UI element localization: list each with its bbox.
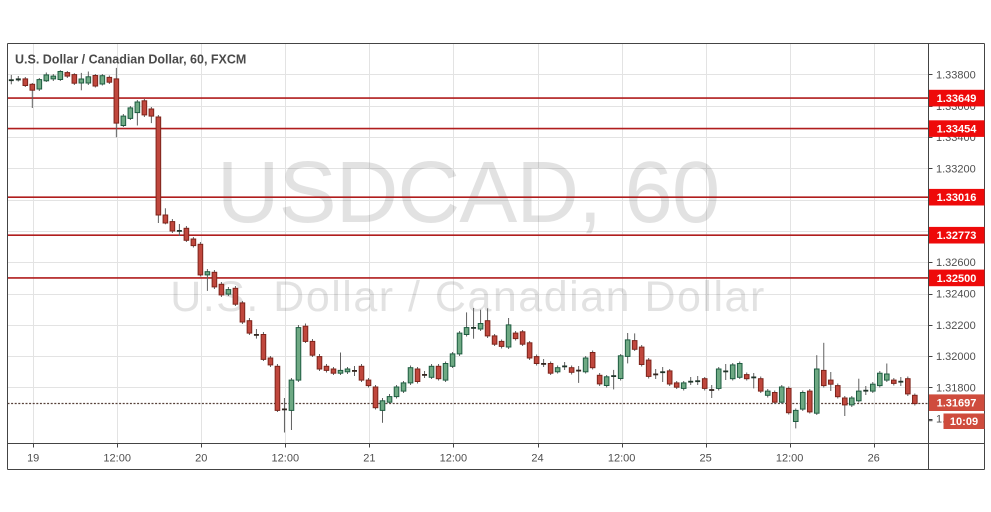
svg-text:1.33200: 1.33200: [936, 163, 976, 175]
svg-text:25: 25: [699, 452, 711, 464]
svg-text:1.32773: 1.32773: [937, 230, 977, 242]
svg-text:U.S. Dollar / Canadian Dollar,: U.S. Dollar / Canadian Dollar, 60, FXCM: [15, 53, 246, 67]
svg-text:1.33454: 1.33454: [937, 124, 978, 136]
svg-text:USDCAD, 60: USDCAD, 60: [217, 144, 719, 241]
svg-text:26: 26: [868, 452, 880, 464]
svg-text:20: 20: [195, 452, 207, 464]
svg-text:1.32600: 1.32600: [936, 257, 976, 269]
svg-text:12:00: 12:00: [776, 452, 804, 464]
svg-text:12:00: 12:00: [440, 452, 468, 464]
svg-text:1.32200: 1.32200: [936, 320, 976, 332]
svg-text:1.31800: 1.31800: [936, 382, 976, 394]
svg-text:19: 19: [27, 452, 39, 464]
svg-text:24: 24: [531, 452, 543, 464]
svg-text:12:00: 12:00: [272, 452, 300, 464]
svg-text:1.32400: 1.32400: [936, 289, 976, 301]
svg-text:1.33016: 1.33016: [937, 192, 977, 204]
svg-text:12:00: 12:00: [103, 452, 131, 464]
svg-text:21: 21: [363, 452, 375, 464]
svg-text:1.32000: 1.32000: [936, 351, 976, 363]
svg-text:1.32500: 1.32500: [937, 273, 977, 285]
svg-text:U.S. Dollar / Canadian Dollar: U.S. Dollar / Canadian Dollar: [170, 273, 766, 321]
svg-text:10:09: 10:09: [950, 416, 978, 428]
svg-text:1.33800: 1.33800: [936, 70, 976, 82]
svg-text:1.33649: 1.33649: [937, 93, 977, 105]
svg-text:12:00: 12:00: [608, 452, 636, 464]
svg-text:1.31697: 1.31697: [937, 398, 977, 410]
